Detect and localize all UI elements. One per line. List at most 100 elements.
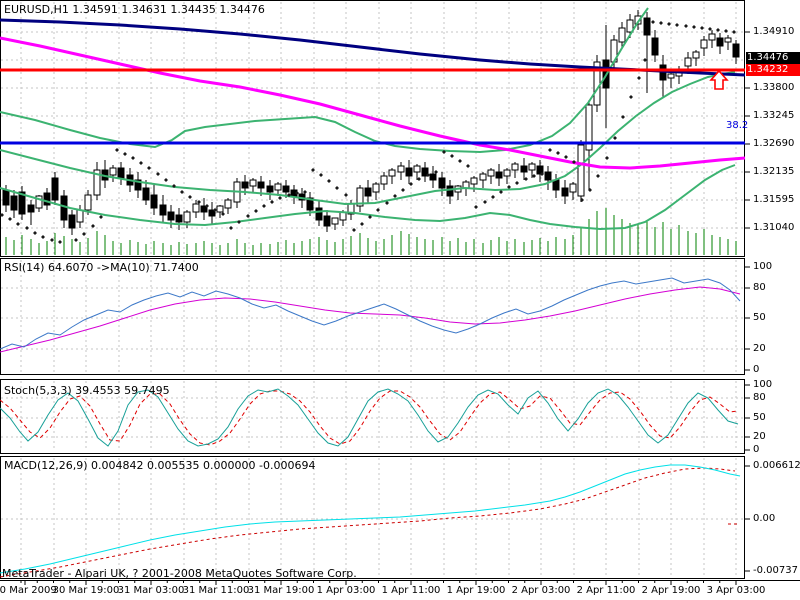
bollinger-lower — [0, 164, 736, 231]
sar-dot — [605, 156, 609, 160]
sar-dot — [172, 184, 176, 188]
macd-panel[interactable] — [0, 456, 745, 579]
candle-body — [323, 215, 331, 227]
time-label: 2 Apr 03:00 — [511, 585, 571, 596]
candle-body — [413, 165, 421, 173]
sar-dot — [99, 215, 103, 219]
candle-body — [388, 169, 396, 177]
sar-dot — [564, 155, 568, 159]
candle-body — [372, 183, 380, 193]
candle-body — [43, 192, 51, 206]
sar-dot — [572, 160, 576, 164]
rsi-panel[interactable] — [0, 258, 745, 375]
sar-dot — [474, 205, 478, 209]
rsi-title: RSI(14) 64.6070 ->MA(10) 71.7400 — [4, 261, 199, 274]
sar-dot — [213, 208, 217, 212]
candle-body — [708, 33, 716, 41]
price-label: 80 — [753, 282, 766, 293]
sar-dot — [637, 76, 641, 80]
current-price-badge: 1.34476 — [746, 52, 800, 64]
time-label: 2 Apr 11:00 — [576, 585, 636, 596]
candle-body — [200, 205, 208, 213]
fib-level-label: 38.2 — [726, 120, 749, 131]
sar-dot — [651, 20, 655, 24]
sar-dot — [524, 177, 528, 181]
sar-dot — [499, 190, 503, 194]
price-label: 20 — [753, 431, 766, 442]
candle-body — [429, 173, 437, 181]
sar-dot — [675, 23, 679, 27]
sar-dot — [732, 30, 736, 34]
candle-body — [241, 181, 249, 189]
sar-dot — [716, 28, 720, 32]
sar-dot — [540, 172, 544, 176]
candle-body — [380, 175, 388, 185]
stoch-panel[interactable] — [0, 379, 745, 454]
sar-dot — [580, 198, 584, 202]
candle-body — [479, 173, 487, 181]
candle-body — [577, 144, 585, 197]
sar-dot — [25, 226, 29, 230]
up-arrow-icon[interactable] — [708, 69, 730, 91]
candle-body — [405, 167, 413, 177]
candle-body — [397, 165, 405, 173]
sar-dot — [588, 188, 592, 192]
time-label: 1 Apr 03:00 — [316, 585, 376, 596]
sar-dot — [164, 178, 168, 182]
candle-body — [76, 209, 84, 223]
candle-body — [585, 104, 593, 151]
sar-dot — [434, 170, 438, 174]
sar-dot — [254, 209, 258, 213]
sar-dot — [417, 177, 421, 181]
candle-body — [716, 37, 724, 47]
candle-body — [487, 169, 495, 177]
copyright-text: MetaTrader - Alpari UK, ? 2001-2008 Meta… — [2, 567, 357, 580]
candle-body — [84, 194, 92, 211]
candle-body — [306, 197, 314, 211]
sar-dot — [0, 213, 4, 217]
time-label: 1 Apr 19:00 — [446, 585, 506, 596]
rsi-line — [0, 277, 741, 350]
candle-body — [724, 37, 732, 43]
sar-dot — [385, 201, 389, 205]
candle-body — [51, 177, 59, 201]
sar-dot — [82, 232, 86, 236]
candle-body — [18, 191, 26, 215]
sar-dot — [50, 238, 54, 242]
price-label: 1.32135 — [753, 166, 795, 177]
line-price-badge: 1.34232 — [746, 64, 800, 76]
candle-body — [109, 167, 117, 176]
sar-dot — [33, 231, 37, 235]
macd-main-line — [0, 464, 741, 574]
rsi-ma-line — [0, 286, 741, 353]
price-label: 0 — [753, 444, 760, 455]
stoch-title: Stoch(5,3,3) 39.4553 59.7495 — [4, 384, 170, 397]
macd-signal-line — [0, 467, 736, 578]
sar-dot — [548, 148, 552, 152]
candle-body — [60, 195, 68, 221]
sar-dot — [483, 200, 487, 204]
sar-dot — [401, 188, 405, 192]
sar-dot — [352, 228, 356, 232]
candle-body — [356, 187, 364, 207]
candle-body — [651, 37, 659, 56]
price-label: 20 — [753, 343, 766, 354]
candle-body — [503, 169, 511, 177]
candle-body — [528, 163, 536, 171]
candle-body — [470, 177, 478, 185]
sar-dot — [180, 190, 184, 194]
sar-dot — [724, 29, 728, 33]
price-label: 1.34910 — [753, 26, 795, 37]
candle-body — [224, 199, 232, 209]
candle-body — [257, 181, 265, 189]
candle-body — [520, 165, 528, 173]
sar-dot — [197, 200, 201, 204]
sar-dot — [41, 235, 45, 239]
sar-dot — [376, 208, 380, 212]
time-label: 31 Mar 19:00 — [247, 585, 315, 596]
price-label: 100 — [753, 261, 773, 272]
candle-body — [183, 211, 191, 223]
time-label: 3 Apr 03:00 — [706, 585, 766, 596]
sar-dot — [613, 136, 617, 140]
